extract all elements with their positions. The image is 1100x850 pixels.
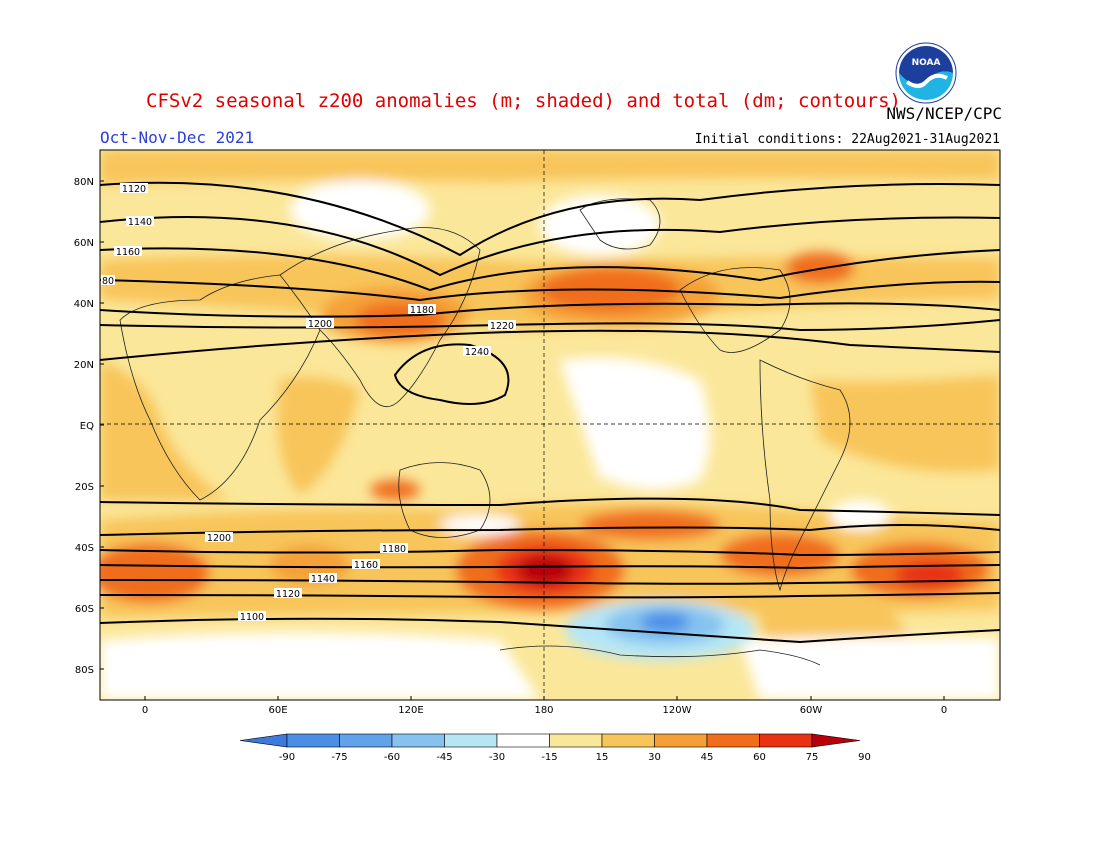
colorbar-swatch: [549, 733, 603, 748]
height-contours: [100, 181, 1000, 644]
lat-label: 80S: [75, 665, 94, 676]
contour-label-1180-nh: 1180: [408, 304, 436, 316]
colorbar-label: -60: [384, 752, 400, 763]
contour-label-1240: 1240: [463, 346, 491, 358]
lat-label: 60S: [75, 604, 94, 615]
season-label: Oct-Nov-Dec 2021: [100, 128, 255, 147]
noaa-logo-text: NOAA: [912, 58, 941, 68]
colorbar-label: -15: [541, 752, 557, 763]
lon-label: 0: [142, 705, 148, 716]
svg-text:1160: 1160: [116, 247, 140, 258]
contour-label-1160-sh: 1160: [352, 559, 380, 571]
svg-text:80: 80: [102, 276, 114, 287]
contour-label-1160-nh: 1160: [114, 246, 142, 258]
lon-label: 120W: [663, 705, 692, 716]
lat-label: 80N: [74, 177, 94, 188]
colorbar-label: 15: [596, 752, 609, 763]
svg-text:1160: 1160: [354, 560, 378, 571]
colorbar-swatch: [706, 733, 760, 748]
svg-text:1200: 1200: [308, 319, 332, 330]
svg-text:1180: 1180: [410, 305, 434, 316]
contour-label-1140-sh: 1140: [309, 573, 337, 585]
lon-label: 180: [534, 705, 553, 716]
colorbar-swatch: [391, 733, 445, 748]
svg-text:1180: 1180: [382, 544, 406, 555]
contour-label-80: 80: [101, 275, 115, 287]
lon-label: 120E: [398, 705, 423, 716]
colorbar-label: -75: [331, 752, 347, 763]
contour-label-1200-nh: 1200: [306, 318, 334, 330]
contour-label-1100: 1100: [238, 611, 266, 623]
agency-label: NWS/NCEP/CPC: [886, 104, 1002, 123]
initial-conditions-label: Initial conditions: 22Aug2021-31Aug2021: [694, 132, 1000, 147]
lon-label: 0: [941, 705, 947, 716]
longitude-axis: 0 60E 120E 180 120W 60W 0: [142, 696, 947, 716]
colorbar-label: -90: [279, 752, 295, 763]
lat-label: 40S: [75, 543, 94, 554]
svg-text:1120: 1120: [122, 184, 146, 195]
colorbar-swatch: [496, 733, 550, 748]
colorbar-right-arrow: [811, 733, 861, 748]
noaa-logo: NOAA: [895, 42, 957, 104]
anomaly-shading: 1120 1140 1160 1180 1200 1220 1240 1200 …: [100, 150, 1000, 700]
lat-label: 20S: [75, 482, 94, 493]
lon-label: 60E: [268, 705, 287, 716]
colorbar-swatch: [601, 733, 655, 748]
colorbar-swatch: [286, 733, 340, 748]
colorbar-swatch: [339, 733, 393, 748]
colorbar-label: 60: [753, 752, 766, 763]
svg-text:1100: 1100: [240, 612, 264, 623]
latitude-axis: 80N 60N 40N 20N EQ 20S 40S 60S 80S: [74, 177, 104, 676]
colorbar-label: -45: [436, 752, 452, 763]
lat-label: 40N: [74, 299, 94, 310]
contour-label-1180-sh: 1180: [380, 543, 408, 555]
svg-text:1220: 1220: [490, 321, 514, 332]
colorbar-swatch: [759, 733, 813, 748]
colorbar-label: 30: [648, 752, 661, 763]
colorbar-swatch: [654, 733, 708, 748]
colorbar-left-arrow: [239, 733, 288, 748]
svg-text:1140: 1140: [128, 217, 152, 228]
svg-text:1140: 1140: [311, 574, 335, 585]
contour-label-1220-nh: 1220: [488, 320, 516, 332]
colorbar-label: -30: [489, 752, 505, 763]
colorbar-label: 90: [858, 752, 871, 763]
svg-text:1120: 1120: [276, 589, 300, 600]
svg-text:1200: 1200: [207, 533, 231, 544]
colorbar-label: 75: [806, 752, 819, 763]
colorbar-label: 45: [701, 752, 714, 763]
lon-label: 60W: [800, 705, 823, 716]
contour-label-1120-sh: 1120: [274, 588, 302, 600]
contour-label-1120-nh: 1120: [120, 183, 148, 195]
colorbar-swatch: [444, 733, 498, 748]
lat-label: 20N: [74, 360, 94, 371]
contour-labels: 1120 1140 1160 1180 1200 1220 1240 1200 …: [101, 183, 516, 623]
lat-label: 60N: [74, 238, 94, 249]
lat-label: EQ: [80, 421, 94, 432]
svg-text:1240: 1240: [465, 347, 489, 358]
contour-label-1200-sh: 1200: [205, 532, 233, 544]
contour-label-1140-nh: 1140: [126, 216, 154, 228]
colorbar: -90 -75 -60 -45 -30 -15 15 30 45 60 75 90: [239, 733, 871, 763]
map-title: CFSv2 seasonal z200 anomalies (m; shaded…: [146, 90, 901, 112]
